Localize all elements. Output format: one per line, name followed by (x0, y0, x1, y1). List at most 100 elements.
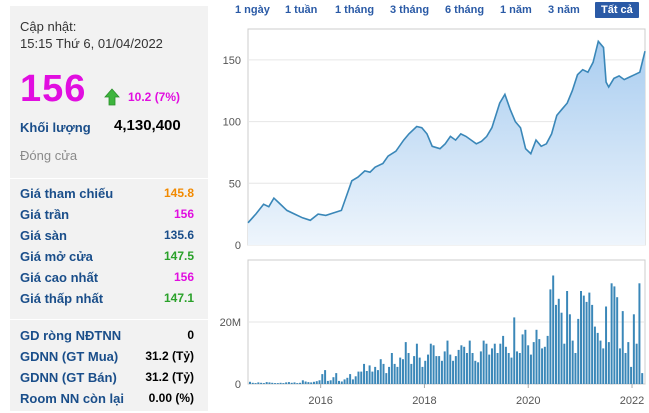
foreign-value: 0 (187, 328, 194, 342)
volume-bar (315, 381, 318, 384)
volume-bar (390, 353, 393, 384)
volume-bar (613, 286, 616, 384)
range-tab[interactable]: 1 tuần (285, 4, 318, 16)
volume-bar (485, 343, 488, 384)
volume-bar (396, 366, 399, 384)
volume-bar (329, 380, 332, 384)
volume-bar (404, 342, 407, 384)
volume-bar (307, 382, 310, 384)
volume-bar (510, 357, 513, 384)
volume-bar (249, 381, 251, 384)
volume-bar (312, 381, 315, 384)
volume-bar (557, 298, 560, 385)
volume-bar (588, 292, 591, 384)
volume-bar (616, 297, 619, 384)
volume-bar (488, 354, 491, 384)
volume-bar (518, 353, 521, 384)
price-tick-label: 100 (223, 117, 241, 129)
volume-bar (454, 356, 457, 384)
volume-bar (610, 283, 613, 385)
volume-bar (474, 360, 477, 385)
range-tab[interactable]: 6 tháng (445, 4, 485, 16)
volume-bar (502, 335, 505, 384)
price-value: 147.1 (163, 291, 194, 305)
volume-bar (379, 359, 382, 384)
price-value: 135.6 (163, 228, 194, 242)
volume-label: Khối lượng (20, 120, 91, 135)
range-tab[interactable]: 3 tháng (390, 4, 430, 16)
update-time: 15:15 Thứ 6, 01/04/2022 (20, 36, 163, 51)
volume-bar (421, 366, 424, 384)
volume-panel (247, 259, 646, 385)
volume-bar (338, 380, 340, 384)
volume-bar (618, 348, 621, 384)
volume-bar (549, 289, 552, 384)
volume-bar (574, 353, 577, 384)
volume-bar (401, 359, 404, 384)
price-label: Giá sàn (20, 228, 67, 243)
foreign-label: GDNN (GT Bán) (20, 370, 117, 385)
volume-bar (287, 382, 290, 384)
foreign-row: GD ròng NĐTNN 0 (20, 328, 200, 348)
volume-bar (599, 340, 602, 384)
volume-bar (632, 314, 635, 385)
volume-bar (410, 363, 413, 384)
price-value: 156 (173, 207, 194, 221)
volume-bar (257, 382, 260, 384)
range-tab[interactable]: Tất cả (595, 2, 639, 18)
volume-bar (582, 295, 585, 384)
volume-bar (346, 377, 349, 384)
price-tick-label: 0 (235, 240, 241, 252)
price-area (248, 41, 645, 245)
volume-bar (424, 360, 427, 385)
volume-bar (415, 343, 418, 384)
range-tab[interactable]: 1 ngày (235, 4, 270, 16)
volume-bar (349, 374, 352, 384)
volume-bar (388, 366, 391, 384)
volume-bar (568, 314, 571, 385)
volume-bar (521, 334, 524, 384)
price-row: Giá tham chiếu 145.8 (20, 186, 200, 206)
foreign-value: 31.2 (Tỷ) (145, 349, 194, 363)
volume-bar (496, 353, 499, 384)
volume-bar (262, 383, 265, 384)
volume-bar (585, 301, 588, 384)
foreign-label: GDNN (GT Mua) (20, 349, 119, 364)
volume-bar (251, 382, 254, 384)
volume-bar (627, 342, 630, 384)
volume-bar (290, 382, 293, 384)
volume-bar (326, 380, 329, 384)
price-tick-label: 50 (229, 178, 241, 190)
price-label: Giá cao nhất (20, 270, 99, 285)
price-label: Giá thấp nhất (20, 291, 104, 306)
range-tabs: 1 ngày 1 tuần 1 tháng 3 tháng 6 tháng 1 năm 3 … (215, 0, 645, 22)
volume-bar (471, 353, 474, 384)
volume-bar (363, 363, 366, 384)
volume-bar (276, 383, 279, 384)
volume-bar (535, 329, 538, 385)
update-info: Cập nhật: 15:15 Thứ 6, 01/04/2022 (20, 18, 163, 52)
volume-bar (296, 383, 299, 384)
volume-bar (435, 356, 438, 384)
volume-bar (407, 353, 410, 384)
session-status: Đóng cửa (20, 148, 78, 163)
volume-bar (274, 383, 277, 384)
volume-bar (516, 351, 519, 384)
volume-bar (432, 345, 435, 385)
volume-bar (507, 353, 510, 384)
foreign-label: Room NN còn lại (20, 391, 125, 406)
volume-bar (299, 382, 302, 384)
volume-bar (413, 356, 416, 384)
volume-bar (607, 342, 610, 384)
volume-bar (482, 340, 485, 384)
range-tab[interactable]: 1 năm (500, 4, 532, 16)
divider (10, 319, 208, 320)
volume-bar (477, 362, 480, 384)
range-tab[interactable]: 1 tháng (335, 4, 375, 16)
stock-info-panel: Cập nhật: 15:15 Thứ 6, 01/04/2022 156 10… (10, 6, 208, 411)
volume-bar (254, 383, 257, 384)
range-tab[interactable]: 3 năm (548, 4, 580, 16)
volume-bar (285, 382, 288, 384)
volume-bar (605, 306, 608, 384)
volume-bar (282, 383, 285, 384)
